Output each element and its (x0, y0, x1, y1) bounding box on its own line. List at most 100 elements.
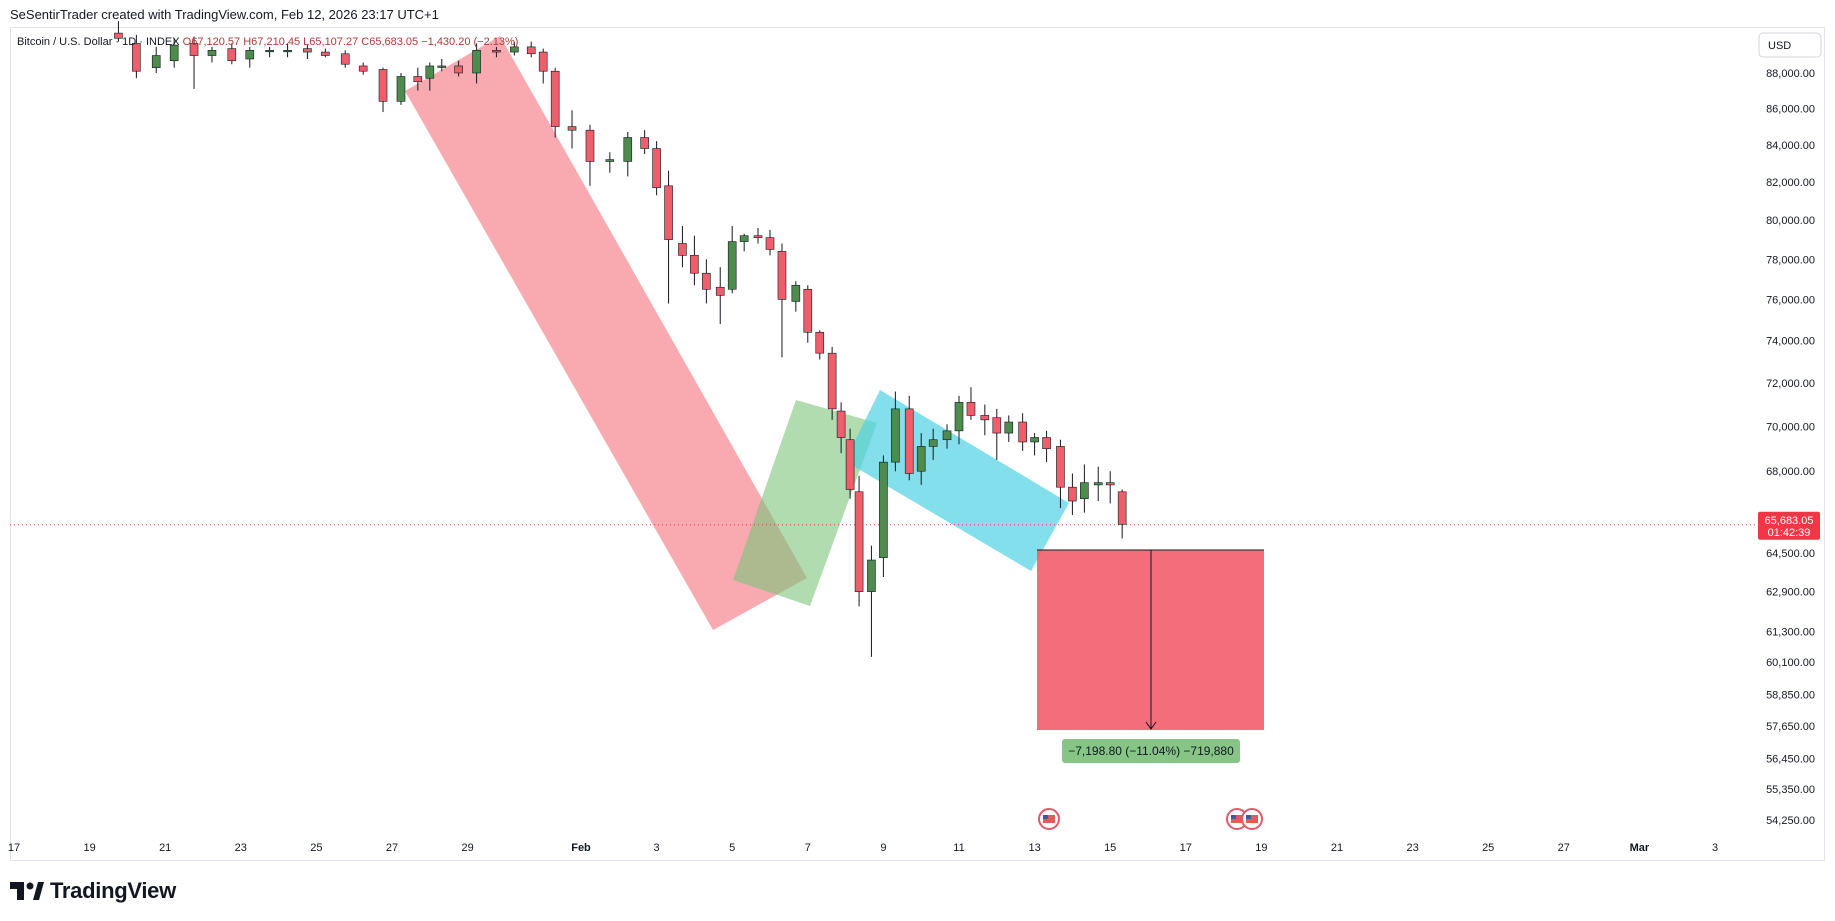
candle-body (803, 288, 813, 333)
candle[interactable] (1068, 473, 1077, 515)
candle[interactable] (765, 229, 775, 256)
tradingview-logo[interactable]: TradingView (10, 878, 176, 904)
candle[interactable] (567, 110, 577, 149)
candle[interactable] (727, 225, 737, 294)
candle-body (472, 50, 481, 74)
candle[interactable] (791, 281, 801, 312)
candle[interactable] (526, 41, 536, 58)
us-flag-event-icon[interactable] (1038, 808, 1060, 830)
candle[interactable] (605, 152, 615, 173)
candle-body (992, 417, 1002, 434)
currency-button[interactable]: USD (1758, 32, 1822, 58)
candle-body (891, 408, 900, 463)
candle[interactable] (623, 132, 633, 177)
candle[interactable] (454, 60, 463, 77)
candle[interactable] (1105, 471, 1115, 504)
consolidation-channel[interactable] (845, 390, 1069, 571)
candle[interactable] (954, 395, 964, 445)
candle-body (151, 55, 161, 69)
candle[interactable] (815, 330, 825, 360)
candle[interactable] (1004, 415, 1014, 442)
candle[interactable] (942, 424, 952, 449)
candle[interactable] (803, 285, 813, 343)
candle[interactable] (916, 433, 926, 485)
candle[interactable] (189, 36, 199, 89)
candle[interactable] (904, 395, 914, 481)
candle[interactable] (207, 46, 217, 63)
candle[interactable] (879, 455, 888, 577)
candle[interactable] (413, 67, 423, 91)
candle[interactable] (283, 43, 292, 58)
candle[interactable] (132, 34, 141, 79)
candle[interactable] (640, 130, 649, 155)
candle[interactable] (652, 141, 661, 196)
candle[interactable] (550, 67, 560, 138)
candle[interactable] (777, 243, 787, 358)
candle[interactable] (510, 41, 519, 56)
candle[interactable] (854, 475, 864, 607)
price-tick-label: 62,900.00 (1766, 587, 1815, 599)
candle[interactable] (1093, 466, 1103, 502)
candle[interactable] (827, 346, 837, 420)
downtrend-channel[interactable] (405, 36, 807, 630)
candle[interactable] (1080, 464, 1089, 513)
candle[interactable] (1056, 439, 1065, 508)
candle[interactable] (151, 46, 161, 73)
candle[interactable] (472, 43, 481, 84)
candle[interactable] (303, 45, 312, 59)
candle[interactable] (585, 124, 595, 186)
us-flag-event-icon[interactable] (1226, 808, 1248, 830)
candle[interactable] (437, 58, 447, 72)
time-tick-label: 17 (1180, 842, 1192, 854)
candle[interactable] (739, 233, 749, 252)
candle[interactable] (867, 545, 876, 657)
price-tick-label: 68,000.00 (1766, 466, 1815, 478)
ohlc-change: −1,430.20 (−2.13%) (421, 36, 518, 48)
us-flag-event-icon[interactable] (1241, 808, 1263, 830)
candle[interactable] (1030, 433, 1039, 456)
candle[interactable] (992, 408, 1002, 460)
candle[interactable] (396, 72, 406, 105)
candle[interactable] (378, 67, 388, 113)
price-tick-label: 88,000.00 (1766, 68, 1815, 80)
candle[interactable] (538, 48, 548, 84)
candle[interactable] (169, 38, 179, 68)
candle[interactable] (715, 267, 725, 324)
candle[interactable] (980, 404, 990, 436)
candle[interactable] (114, 21, 123, 42)
candle[interactable] (690, 235, 699, 286)
candle[interactable] (845, 428, 855, 499)
bar-countdown: 01:42:39 (1768, 527, 1811, 539)
candle[interactable] (1042, 430, 1051, 463)
candle[interactable] (1117, 489, 1127, 539)
candle[interactable] (425, 62, 435, 91)
time-tick-label: 27 (386, 842, 398, 854)
time-tick-label: Feb (571, 842, 591, 854)
candle-body (265, 50, 274, 53)
candle[interactable] (966, 387, 976, 420)
candle-body (1093, 482, 1103, 486)
last-price-tag (1758, 511, 1820, 540)
price-tick-label: 78,000.00 (1766, 254, 1815, 266)
candle[interactable] (664, 170, 673, 304)
candle[interactable] (227, 43, 237, 65)
ohlc-high: H67,210.45 (243, 36, 303, 48)
candle-body (777, 251, 787, 300)
candle[interactable] (678, 225, 687, 268)
candle[interactable] (265, 46, 274, 58)
candle[interactable] (836, 402, 846, 454)
candle[interactable] (891, 391, 900, 472)
candle[interactable] (492, 46, 501, 58)
candle[interactable] (245, 46, 255, 68)
candle[interactable] (1018, 413, 1027, 451)
candle[interactable] (321, 48, 330, 58)
candle[interactable] (702, 259, 711, 304)
candle[interactable] (928, 428, 938, 460)
candle[interactable] (340, 50, 350, 68)
candle-body (739, 235, 749, 242)
candle[interactable] (358, 62, 368, 75)
candle[interactable] (753, 227, 763, 244)
price-tick-label: 70,000.00 (1766, 421, 1815, 433)
candle-body (189, 43, 199, 56)
